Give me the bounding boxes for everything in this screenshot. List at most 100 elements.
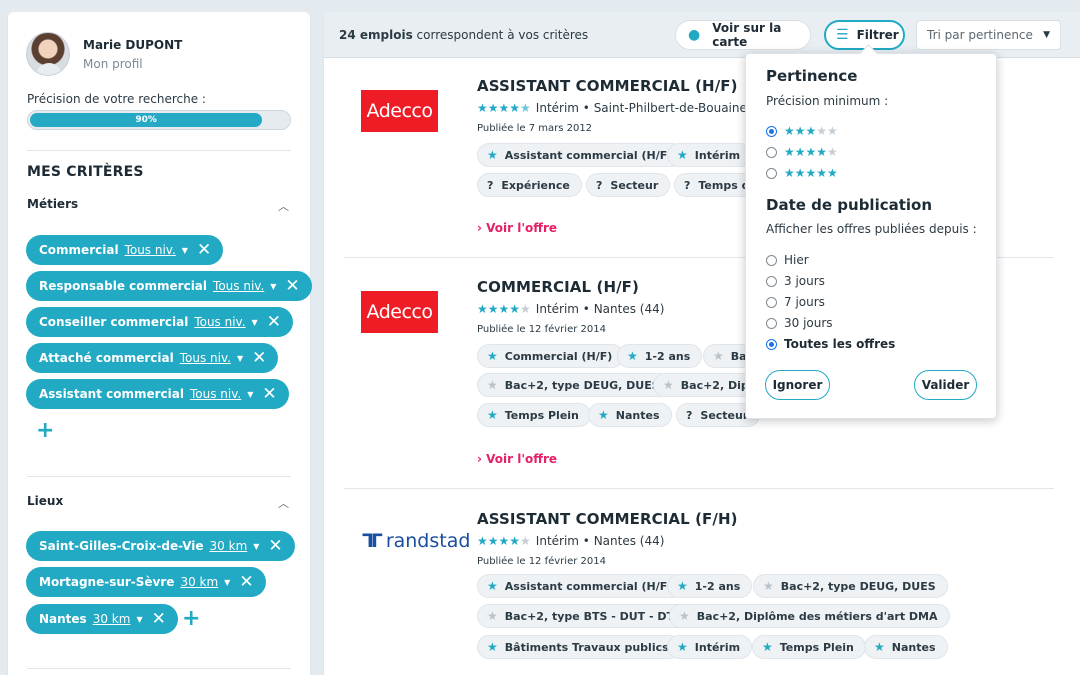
job-card[interactable]: Adecco ASSISTANT COMMERCIAL (H/F) ★★★★★ I… xyxy=(344,72,1054,267)
metier-chip[interactable]: Assistant commercial Tous niv. ▼ ✕ xyxy=(26,379,289,409)
divider xyxy=(27,476,291,477)
chip-radius-select[interactable]: 30 km xyxy=(180,575,219,589)
date-option[interactable]: Hier xyxy=(766,253,809,267)
close-icon[interactable]: ✕ xyxy=(196,239,212,260)
star-icon: ★ xyxy=(677,148,688,162)
caret-down-icon[interactable]: ▼ xyxy=(251,317,258,327)
randstad-logo: ᒣᒥ randstad xyxy=(362,530,470,552)
radio-button[interactable] xyxy=(766,296,777,308)
tag-label: Temps d xyxy=(698,178,750,192)
metiers-collapse-icon[interactable]: ︿ xyxy=(278,200,289,213)
date-option[interactable]: 30 jours xyxy=(766,316,833,330)
pertinence-option-5[interactable]: ★★★★★ xyxy=(766,166,838,180)
close-icon[interactable]: ✕ xyxy=(268,535,283,556)
question-icon: ? xyxy=(596,178,603,192)
close-icon[interactable]: ✕ xyxy=(285,275,300,296)
metier-chip[interactable]: Responsable commercial Tous niv. ▼ ✕ xyxy=(26,271,312,301)
filter-dropdown: Pertinence Précision minimum : ★★★★★ ★★★… xyxy=(745,53,997,419)
profile-name: Marie DUPONT xyxy=(83,37,183,52)
date-option[interactable]: Toutes les offres xyxy=(766,337,895,351)
rating-stars: ★★★★★ xyxy=(477,101,531,115)
ignore-button[interactable]: Ignorer xyxy=(765,370,830,400)
close-icon[interactable]: ✕ xyxy=(151,608,166,629)
lieu-chip[interactable]: Nantes 30 km ▼ ✕ xyxy=(26,604,178,634)
star-icon: ★ xyxy=(762,640,773,654)
tag-label: 1-2 ans xyxy=(694,579,741,593)
pertinence-title: Pertinence xyxy=(766,67,858,85)
metier-chip[interactable]: Attaché commercial Tous niv. ▼ ✕ xyxy=(26,343,279,373)
tag-label: Secteur xyxy=(610,178,659,192)
caret-down-icon[interactable]: ▼ xyxy=(136,614,143,624)
rating-stars: ★★★★★ xyxy=(784,124,838,138)
chip-radius-select[interactable]: 30 km xyxy=(92,612,131,626)
job-meta: ★★★★★ Intérim • Nantes (44) xyxy=(477,534,664,548)
radio-button[interactable] xyxy=(766,275,777,287)
radio-button[interactable] xyxy=(766,338,777,350)
caret-down-icon[interactable]: ▼ xyxy=(181,245,188,255)
lieux-collapse-icon[interactable]: ︿ xyxy=(278,497,289,510)
chevron-right-icon: › xyxy=(477,221,487,235)
chip-radius-select[interactable]: 30 km xyxy=(209,539,248,553)
metier-chip[interactable]: Conseiller commercial Tous niv. ▼ ✕ xyxy=(26,307,293,337)
chip-label: Responsable commercial xyxy=(39,279,208,293)
metier-chip[interactable]: Commercial Tous niv. ▼ ✕ xyxy=(26,235,224,265)
add-metier-icon[interactable]: + xyxy=(36,418,55,443)
pertinence-option-3[interactable]: ★★★★★ xyxy=(766,124,838,138)
caret-down-icon[interactable]: ▼ xyxy=(253,541,260,551)
radio-button[interactable] xyxy=(766,167,777,179)
job-tag: ? Secteur xyxy=(586,173,671,197)
chip-level-select[interactable]: Tous niv. xyxy=(213,279,265,293)
caret-down-icon[interactable]: ▼ xyxy=(270,281,277,291)
chip-label: Attaché commercial xyxy=(39,351,174,365)
caret-down-icon: ▼ xyxy=(1043,30,1050,40)
date-option[interactable]: 3 jours xyxy=(766,274,825,288)
job-tag: ★ Assistant commercial (H/F) xyxy=(477,574,685,598)
close-icon[interactable]: ✕ xyxy=(239,571,254,592)
chip-level-select[interactable]: Tous niv. xyxy=(124,243,176,257)
job-card[interactable]: ᒣᒥ randstad ASSISTANT COMMERCIAL (F/H) ★★… xyxy=(344,505,1054,675)
close-icon[interactable]: ✕ xyxy=(262,383,277,404)
chip-level-select[interactable]: Tous niv. xyxy=(179,351,231,365)
sort-select[interactable]: Tri par pertinence ▼ xyxy=(916,20,1061,50)
caret-down-icon[interactable]: ▼ xyxy=(247,389,254,399)
lieu-chip[interactable]: Saint-Gilles-Croix-de-Vie 30 km ▼ ✕ xyxy=(26,531,295,561)
view-offer-link[interactable]: › Voir l'offre xyxy=(477,452,557,466)
date-option-label: 30 jours xyxy=(784,316,833,330)
map-button[interactable]: ● Voir sur la carte xyxy=(675,20,811,50)
date-option-label: Toutes les offres xyxy=(784,337,896,351)
lieu-chip[interactable]: Mortagne-sur-Sèvre 30 km ▼ ✕ xyxy=(26,567,266,597)
pertinence-option-4[interactable]: ★★★★★ xyxy=(766,145,838,159)
caret-down-icon[interactable]: ▼ xyxy=(236,353,244,363)
view-offer-label: Voir l'offre xyxy=(486,452,558,466)
profile-link[interactable]: Mon profil xyxy=(83,56,143,71)
validate-button[interactable]: Valider xyxy=(914,370,977,400)
job-tag: ★ Bac+2, type DEUG, DUES xyxy=(753,574,948,598)
star-icon: ★ xyxy=(487,640,498,654)
randstad-wordmark: randstad xyxy=(385,530,471,552)
chip-level-select[interactable]: Tous niv. xyxy=(194,315,246,329)
radio-button[interactable] xyxy=(766,125,777,137)
close-icon[interactable]: ✕ xyxy=(266,311,281,332)
profile[interactable]: Marie DUPONT Mon profil xyxy=(26,32,182,76)
tag-label: Temps Plein xyxy=(779,640,854,654)
add-lieu-icon[interactable]: + xyxy=(182,606,201,631)
radio-button[interactable] xyxy=(766,146,777,158)
star-icon: ★ xyxy=(487,579,498,593)
view-offer-link[interactable]: › Voir l'offre xyxy=(477,221,557,235)
job-title[interactable]: ASSISTANT COMMERCIAL (H/F) xyxy=(477,77,738,95)
chip-level-select[interactable]: Tous niv. xyxy=(189,387,242,401)
star-icon: ★ xyxy=(874,640,885,654)
close-icon[interactable]: ✕ xyxy=(252,347,267,368)
job-meta-text: Intérim • Saint-Philbert-de-Bouaine xyxy=(535,101,747,115)
job-title[interactable]: ASSISTANT COMMERCIAL (F/H) xyxy=(477,510,738,528)
criteria-title: MES CRITÈRES xyxy=(27,164,144,180)
filter-button[interactable]: ☰ Filtrer xyxy=(824,20,905,50)
tag-label: Expérience xyxy=(501,178,570,192)
radio-button[interactable] xyxy=(766,317,777,329)
avatar xyxy=(26,32,70,76)
radio-button[interactable] xyxy=(766,254,777,266)
caret-down-icon[interactable]: ▼ xyxy=(224,577,231,587)
tag-label: Assistant commercial (H/F) xyxy=(504,148,673,162)
job-title[interactable]: COMMERCIAL (H/F) xyxy=(477,278,639,296)
date-option[interactable]: 7 jours xyxy=(766,295,825,309)
